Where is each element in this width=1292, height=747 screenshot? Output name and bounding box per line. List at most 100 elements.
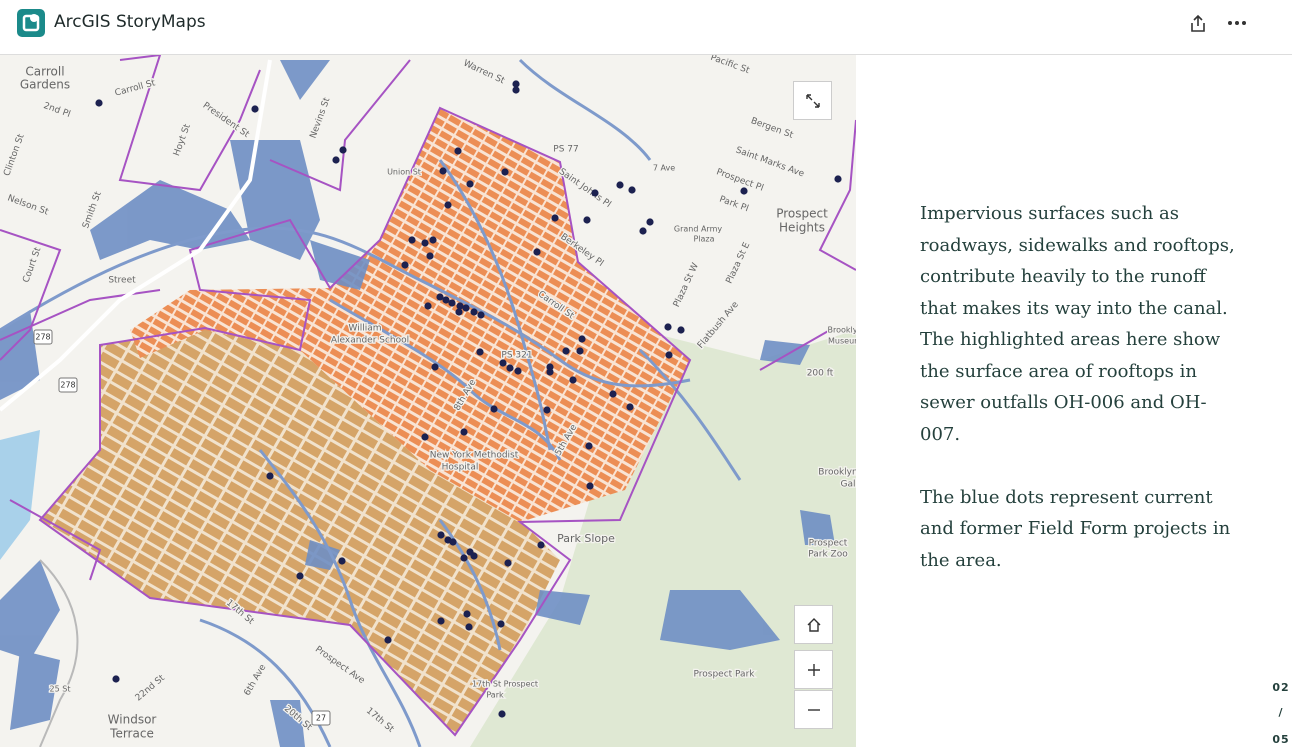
shield-label: 27	[316, 714, 326, 723]
rooftops-oh006	[40, 328, 560, 735]
map-label: Heights	[779, 221, 825, 235]
project-dot	[442, 296, 450, 304]
map-label: Windsor	[108, 713, 157, 727]
map-label: Park Zoo	[808, 550, 848, 560]
sewershed-boundaries	[0, 55, 856, 737]
project-dot	[429, 236, 437, 244]
progress-current: 02	[1272, 681, 1290, 694]
project-dot	[512, 86, 520, 94]
map-label: New York Methodist	[430, 451, 519, 461]
project-dot	[628, 186, 636, 194]
shield	[58, 377, 78, 393]
project-dot	[465, 623, 473, 631]
shield	[33, 329, 53, 345]
map-label: Park	[486, 691, 504, 700]
brand[interactable]: ArcGIS StoryMaps	[54, 12, 206, 32]
home-button[interactable]	[794, 605, 833, 644]
map-label: 200 ft	[807, 369, 834, 379]
project-dot	[112, 675, 120, 683]
project-dot	[476, 348, 484, 356]
shield-label: 278	[60, 381, 75, 390]
project-dot	[332, 156, 340, 164]
project-dot	[512, 80, 520, 88]
project-dot	[578, 335, 586, 343]
project-dot	[609, 390, 617, 398]
expand-button[interactable]	[793, 81, 832, 120]
project-dot	[591, 189, 599, 197]
map-label: Alexander School	[331, 336, 409, 346]
project-dot	[431, 363, 439, 371]
project-dot	[586, 482, 594, 490]
project-dot	[477, 311, 485, 319]
map-label: Brooklyn	[827, 326, 856, 335]
zoom-out-button[interactable]	[794, 690, 833, 729]
map-label: Prospect	[809, 539, 848, 549]
project-dot	[339, 146, 347, 154]
project-dot	[499, 359, 507, 367]
header: ArcGIS StoryMaps	[0, 0, 1292, 55]
map-label: Union St	[387, 168, 421, 177]
map-label: 25 St	[50, 685, 71, 694]
project-dot	[448, 299, 456, 307]
project-dot	[569, 376, 577, 384]
project-dot	[498, 710, 506, 718]
map-label: William	[349, 324, 382, 334]
project-dot	[460, 554, 468, 562]
project-dot	[251, 105, 259, 113]
map-label: Brooklyn	[818, 468, 856, 478]
project-dot	[455, 308, 463, 316]
map-label: Gal	[841, 480, 856, 490]
canal	[0, 430, 40, 560]
project-dot	[537, 541, 545, 549]
project-dot	[421, 239, 429, 247]
project-dot	[677, 326, 685, 334]
project-dot	[456, 302, 464, 310]
project-dot	[646, 218, 654, 226]
more-button[interactable]	[1227, 20, 1247, 26]
share-button[interactable]	[1189, 14, 1207, 34]
map-label: Prospect	[776, 207, 828, 221]
map-label: Hospital	[442, 463, 479, 473]
progress-total: 05	[1272, 733, 1290, 746]
project-dot	[449, 538, 457, 546]
progress-separator: /	[1278, 706, 1284, 719]
project-dot	[514, 367, 522, 375]
project-dot	[266, 472, 274, 480]
project-dot	[504, 559, 512, 567]
paragraph: The blue dots represent current and form…	[920, 486, 1231, 571]
project-dot	[546, 363, 554, 371]
project-dot	[639, 227, 647, 235]
project-dot	[576, 347, 584, 355]
sewer-lines	[0, 58, 742, 747]
map-label: Street	[108, 276, 136, 286]
zoom-in-button[interactable]	[794, 650, 833, 689]
project-dot	[463, 610, 471, 618]
project-dot	[551, 214, 559, 222]
project-dot	[408, 236, 416, 244]
logo[interactable]	[16, 8, 46, 38]
project-dot	[490, 405, 498, 413]
map-label: PS 321	[501, 351, 532, 361]
project-dot	[616, 181, 624, 189]
project-dot	[384, 636, 392, 644]
project-dot	[439, 167, 447, 175]
project-dot	[665, 351, 673, 359]
map-label: Park Slope	[557, 532, 615, 545]
project-dot	[460, 428, 468, 436]
project-dot	[436, 293, 444, 301]
project-dot	[437, 531, 445, 539]
project-dot	[95, 99, 103, 107]
project-dot	[834, 175, 842, 183]
rooftops-oh007	[130, 108, 690, 522]
project-dot	[424, 302, 432, 310]
project-dot	[562, 347, 570, 355]
map-label: Plaza	[693, 235, 714, 244]
project-dot	[466, 180, 474, 188]
map-label: Terrace	[109, 727, 154, 741]
project-dot	[585, 442, 593, 450]
project-dot	[533, 248, 541, 256]
highways-outline	[39, 559, 79, 747]
project-dot	[583, 216, 591, 224]
project-dot	[497, 620, 505, 628]
